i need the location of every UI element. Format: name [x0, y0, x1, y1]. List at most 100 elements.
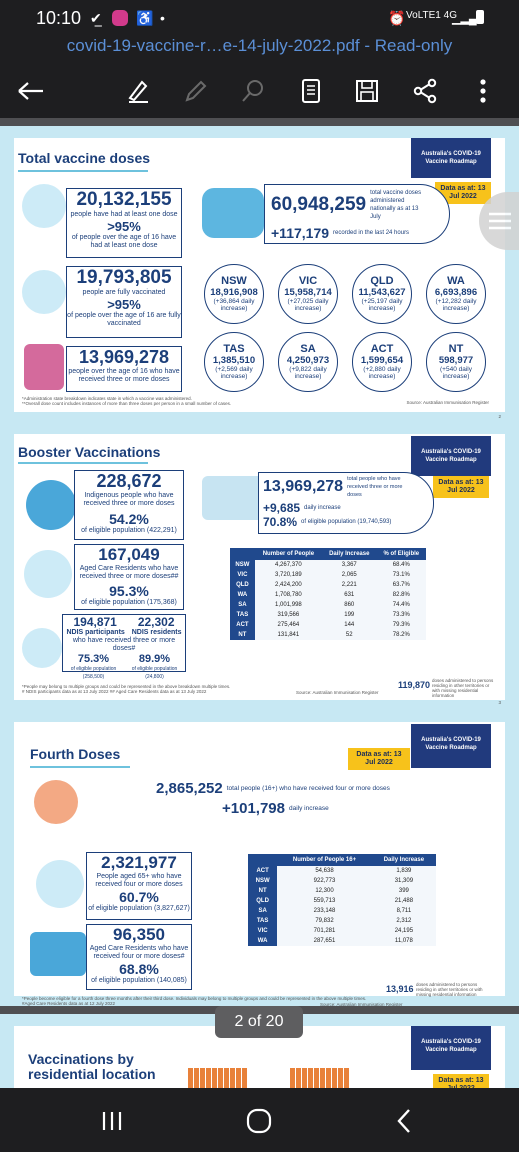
- alarm-icon: ⏰: [388, 10, 406, 26]
- over65-pct-label: of eligible population (3,827,627): [88, 905, 190, 912]
- back-nav-icon[interactable]: [396, 1108, 412, 1139]
- share-icon[interactable]: [410, 76, 440, 106]
- state-value: 6,693,896: [434, 287, 478, 298]
- state-increase: (+2,569 daily increase): [215, 366, 253, 380]
- table-cell: 82.8%: [376, 590, 426, 600]
- page-title: Fourth Doses: [30, 746, 121, 762]
- fast-scroll-handle[interactable]: [479, 192, 519, 250]
- vaccine-vial-icon: [24, 344, 64, 390]
- table-row: NT 131,841 52 78.2%: [230, 630, 426, 640]
- source-note: Source: Australian Immunisation Register: [320, 1002, 403, 1007]
- state-name: NT: [448, 343, 464, 355]
- booster-pct-label: of eligible population (19,740,593): [301, 519, 392, 525]
- pdf-viewer[interactable]: Total vaccine doses Australia's COVID-19…: [0, 118, 519, 1088]
- reading-mode-icon[interactable]: [296, 76, 326, 106]
- roadmap-badge: Australia's COVID-19 Vaccine Roadmap: [411, 1026, 491, 1070]
- booster-pct: 70.8%: [263, 515, 298, 529]
- more-icon[interactable]: [468, 76, 498, 106]
- title-underline: [18, 170, 148, 172]
- column-header: Daily Increase: [371, 854, 436, 866]
- indigenous-pct: 54.2%: [109, 511, 149, 527]
- table-cell: TAS: [230, 610, 255, 620]
- source-note: Source: Australian Immunisation Register: [296, 690, 379, 695]
- other-doses-label: doses administered to persons residing i…: [432, 678, 494, 698]
- ndis-residents-pct-label: of eligible population (24,800): [131, 666, 178, 680]
- accessibility-icon: ♿: [136, 10, 154, 26]
- table-row: TAS 319,566 199 73.3%: [230, 610, 426, 620]
- ndis-residents-value: 22,302: [137, 615, 175, 629]
- state-name: ACT: [370, 343, 394, 355]
- state-circle-nsw: NSW 18,916,908 (+36,864 daily increase): [204, 264, 264, 324]
- table-row: QLD 2,424,200 2,221 63.7%: [230, 580, 426, 590]
- waffle-chart-left: [188, 1068, 248, 1088]
- table-cell: 559,713: [277, 896, 372, 906]
- table-row: ACT 275,464 144 79.3%: [230, 620, 426, 630]
- page-title: Total vaccine doses: [18, 150, 151, 166]
- table-cell: 233,148: [277, 906, 372, 916]
- home-icon[interactable]: [246, 1108, 272, 1139]
- state-name: WA: [447, 275, 465, 287]
- aged-care-icon: [30, 932, 86, 976]
- state-increase: (+540 daily increase): [440, 366, 472, 380]
- pen-icon[interactable]: [181, 76, 211, 106]
- state-name: TAS: [223, 343, 245, 355]
- table-cell: 860: [321, 600, 377, 610]
- data-as-at-badge: Data as at: 13 Jul 2022: [348, 748, 410, 770]
- title-underline: [18, 462, 148, 464]
- total-doses-card: 60,948,259 total vaccine doses administe…: [264, 184, 450, 244]
- state-name: SA: [300, 343, 316, 355]
- table-cell: 287,651: [277, 936, 372, 946]
- over65-pct: 60.7%: [119, 889, 159, 905]
- three-doses-card: 13,969,278 people over the age of 16 who…: [66, 346, 182, 392]
- fourth-increase: +101,798 daily increase: [222, 800, 329, 817]
- booster-daily-increase: +9,685: [263, 501, 301, 515]
- indigenous-value: 228,672: [96, 471, 162, 491]
- australia-map-icon: [202, 188, 264, 238]
- table-cell: VIC: [248, 926, 278, 936]
- state-value: 1,385,510: [212, 355, 256, 366]
- table-cell: 631: [321, 590, 377, 600]
- booster-total-card: 13,969,278 total people who have receive…: [258, 472, 434, 534]
- ndis-label: who have received three or more doses#: [72, 637, 176, 652]
- fourth-aged-value: 96,350: [113, 925, 165, 944]
- table-cell: QLD: [230, 580, 255, 590]
- data-as-at-badge: Data as at: 13 Jul 2022: [433, 476, 489, 498]
- first-dose-value: 20,132,155: [76, 189, 172, 210]
- ndis-residents-label: NDIS residents: [131, 629, 182, 636]
- column-header: Number of People 16+: [277, 854, 372, 866]
- table-cell: TAS: [248, 916, 278, 926]
- ndis-participants-pct: 75.3%: [77, 653, 110, 665]
- table-cell: 68.4%: [376, 560, 426, 570]
- fourth-increase-value: +101,798: [222, 800, 285, 817]
- roadmap-badge: Australia's COVID-19 Vaccine Roadmap: [411, 724, 491, 768]
- table-cell: SA: [248, 906, 278, 916]
- table-cell: 199: [321, 610, 377, 620]
- fourth-aged-pct-label: of eligible population (140,085): [91, 977, 187, 984]
- fully-vaccinated-label: people are fully vaccinated: [82, 289, 166, 296]
- aged-care-label: Aged Care Residents who have received th…: [79, 565, 179, 580]
- table-cell: NT: [248, 886, 278, 896]
- roadmap-badge: Australia's COVID-19 Vaccine Roadmap: [411, 138, 491, 178]
- first-dose-pct-label: of people over the age of 16 have had at…: [71, 234, 177, 249]
- table-cell: ACT: [230, 620, 255, 630]
- search-icon[interactable]: [238, 76, 268, 106]
- vaccine-vials-icon: [202, 476, 268, 520]
- clock: 10:10: [36, 8, 82, 28]
- table-row: NSW 922,773 31,309: [248, 876, 436, 886]
- ndis-participants-value: 194,871: [73, 615, 117, 629]
- page-title: Vaccinations by residential location: [28, 1051, 156, 1082]
- save-icon[interactable]: [352, 76, 382, 106]
- fourth-total-value: 2,865,252: [156, 780, 223, 797]
- table-cell: 2,065: [321, 570, 377, 580]
- table-cell: NT: [230, 630, 255, 640]
- table-cell: NSW: [248, 876, 278, 886]
- aged-care-value: 167,049: [98, 545, 160, 564]
- handwriting-icon[interactable]: [124, 76, 154, 106]
- fourth-table: Number of People 16+ Daily Increase ACT 54,…: [248, 854, 436, 946]
- state-value: 598,977: [438, 355, 474, 366]
- page-number: 2: [498, 414, 501, 419]
- recents-icon[interactable]: [100, 1110, 124, 1137]
- indigenous-label: Indigenous people who have received thre…: [83, 492, 175, 507]
- back-icon[interactable]: [16, 76, 46, 106]
- booster-daily-label: daily increase: [304, 505, 341, 511]
